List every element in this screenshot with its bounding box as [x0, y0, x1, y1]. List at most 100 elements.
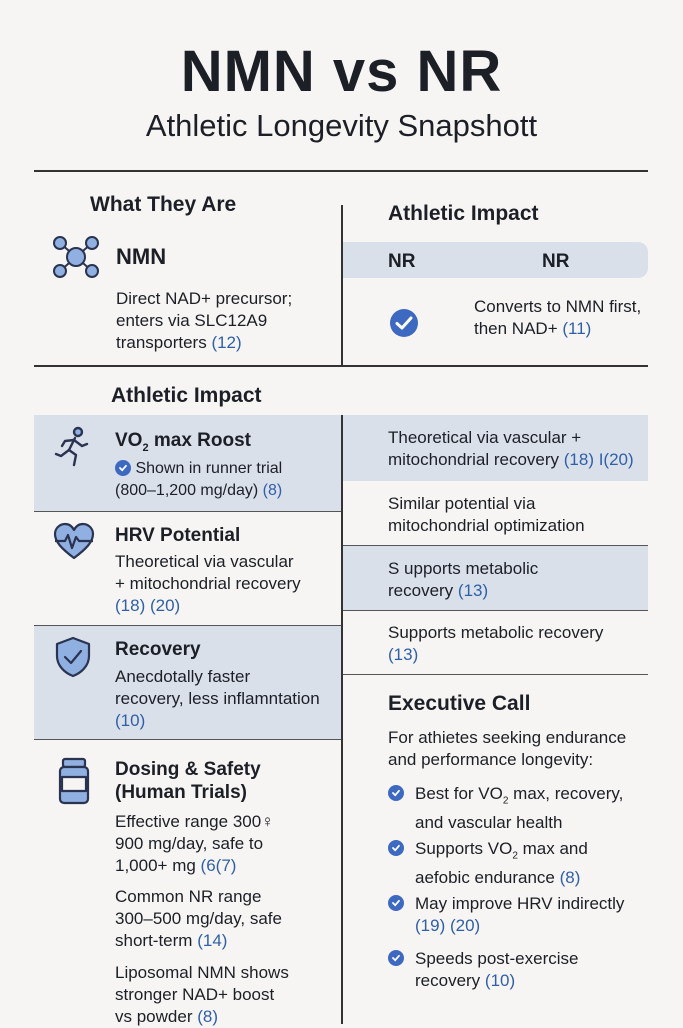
page-subtitle: Athletic Longevity Snapshott — [145, 108, 538, 143]
exec-b4-line1: Speeds post-exercise — [415, 949, 579, 968]
dosing-p1-line2: 900 mg/day, safe to — [115, 834, 264, 853]
exec-b1-sub: 2 — [502, 795, 509, 807]
hrv-title: HRV Potential — [115, 525, 241, 546]
dosing-p2-line2: 300–500 mg/day, safe — [115, 909, 282, 928]
right-row4-ref: (13) — [388, 645, 419, 664]
nmn-label: NMN — [116, 244, 167, 269]
nmn-desc-line2: enters via SLC12A9 — [116, 311, 268, 330]
dosing-title-line1: Dosing & Safety — [115, 759, 261, 780]
nr-ref: (11) — [562, 319, 592, 338]
molecule-icon — [50, 234, 102, 280]
nmn-desc-line1: Direct NAD+ precursor; — [116, 289, 293, 308]
check-icon — [388, 840, 404, 858]
nr-label-right: NR — [542, 251, 570, 272]
dosing-p1-line1: Effective range 300♀ — [115, 812, 274, 831]
supplement-bottle-icon — [56, 757, 92, 810]
dosing-title: Dosing & Safety (Human Trials) — [115, 758, 261, 804]
nr-description: Converts to NMN first, then NAD+ (11) — [474, 296, 641, 340]
divider-right-row3 — [343, 610, 648, 611]
right-row3-line1: S upports metabolic — [388, 559, 539, 578]
hrv-line1: Theoretical via vascular — [115, 552, 294, 571]
recovery-ref: (10) — [115, 711, 146, 730]
check-icon — [389, 308, 419, 343]
divider-vo2 — [34, 511, 341, 512]
dosing-p2-line1: Common NR range — [115, 887, 262, 906]
dosing-p3-line2: stronger NAD+ boost — [115, 985, 275, 1004]
executive-intro: For athietes seeking endurance and perfo… — [388, 727, 626, 771]
vo2-title-sub: 2 — [142, 441, 149, 454]
right-row3-line2: recovery — [388, 581, 454, 600]
executive-bullet2: Supports VO2 max and aefobic endurance (… — [415, 838, 588, 889]
exec-b1-line2: and vascular health — [415, 813, 563, 833]
athletic-impact-heading: Athletic Impact — [111, 384, 262, 407]
nmn-description: Direct NAD+ precursor; enters via SLC12A… — [116, 288, 292, 354]
right-row2: Similar potential via mitochondrial opti… — [388, 493, 585, 537]
exec-b4-line2: recovery — [415, 971, 481, 990]
dosing-p2-ref: (14) — [197, 931, 228, 950]
divider-top — [34, 170, 648, 172]
divider-right-row2 — [343, 545, 648, 546]
nr-header-bar — [343, 242, 648, 278]
vo2-title: VO2 max Roost — [115, 430, 251, 454]
executive-intro-line2: and performance longevity: — [388, 750, 594, 769]
dosing-nr-range: Common NR range 300–500 mg/day, safe sho… — [115, 886, 282, 952]
dosing-p3-ref: (8) — [197, 1007, 218, 1026]
runner-icon — [52, 426, 92, 473]
exec-b2-line2: aefobic endurance — [415, 868, 555, 888]
check-icon — [115, 460, 131, 476]
exec-b3-ref: (19) (20) — [415, 916, 481, 935]
divider-mid — [34, 365, 648, 367]
right-row1-ref: (18) I(20) — [563, 450, 634, 469]
right-row3: S upports metabolic recovery (13) — [388, 558, 538, 602]
divider-vertical-top — [341, 205, 343, 365]
right-row2-line2: mitochondrial optimization — [388, 516, 585, 535]
executive-bullet1: Best for VO2 max, recovery, and vascular… — [415, 783, 623, 834]
nr-desc-line1: Converts to NMN first, — [474, 297, 642, 316]
right-row1: Theoretical via vascular + mitochondrial… — [388, 427, 634, 471]
right-row1-line2: mitochondrial recovery — [388, 450, 560, 469]
divider-vertical-main — [341, 415, 343, 1024]
dosing-p2-line3: short-term — [115, 931, 193, 950]
right-row4: Supports metabolic recovery (13) — [388, 622, 603, 666]
exec-b1-a: Best for VO — [415, 784, 503, 803]
dosing-nmn-range: Effective range 300♀ 900 mg/day, safe to… — [115, 811, 274, 877]
vo2-ref: (8) — [262, 482, 283, 499]
right-row2-line1: Similar potential via — [388, 494, 536, 513]
executive-call-heading: Executive Call — [388, 692, 531, 715]
executive-intro-line1: For athietes seeking endurance — [388, 728, 627, 747]
recovery-title: Recovery — [115, 639, 201, 660]
nmn-desc-line3: transporters — [116, 333, 207, 352]
hrv-description: Theoretical via vascular + mitochondrial… — [115, 551, 301, 617]
athletic-impact-top-heading: Athletic Impact — [388, 202, 539, 225]
nr-label-left: NR — [388, 251, 416, 272]
exec-b2-sub: 2 — [512, 850, 518, 862]
exec-b2-ref: (8) — [559, 868, 581, 888]
exec-b2-b: max and — [517, 839, 588, 858]
dosing-p1-ref: (6(7) — [200, 856, 237, 875]
right-row3-panel — [343, 546, 648, 610]
hrv-ref: (18) (20) — [115, 596, 181, 615]
exec-b2-a: Supports VO — [415, 839, 513, 858]
right-row1-panel — [343, 415, 648, 481]
shield-check-icon — [54, 636, 92, 683]
vo2-line1: Shown in runner trial — [135, 460, 283, 477]
hrv-line2: + mitochondrial recovery — [115, 574, 301, 593]
check-icon — [388, 785, 404, 803]
recovery-description: Anecdotally faster recovery, less inflam… — [115, 666, 320, 732]
executive-bullet3: May improve HRV indirectly (19) (20) — [415, 893, 624, 937]
divider-right-row4 — [343, 674, 648, 675]
dosing-p3-line1: Liposomal NMN shows — [115, 963, 289, 982]
page-title: NMN vs NR — [180, 39, 503, 104]
what-they-are-heading: What They Are — [90, 193, 237, 216]
dosing-title-line2: (Human Trials) — [115, 782, 247, 803]
dosing-p1-line3: 1,000+ mg — [115, 856, 196, 875]
vo2-title-a: VO — [115, 430, 143, 451]
check-icon — [388, 895, 404, 913]
divider-recovery — [34, 739, 341, 740]
exec-b1-b: max, recovery, — [508, 784, 624, 803]
divider-hrv — [34, 625, 341, 626]
check-icon — [388, 950, 404, 968]
heart-pulse-icon — [52, 522, 96, 567]
recovery-line2: recovery, less inflamntation — [115, 689, 320, 708]
exec-b3-line1: May improve HRV indirectly — [415, 894, 625, 913]
